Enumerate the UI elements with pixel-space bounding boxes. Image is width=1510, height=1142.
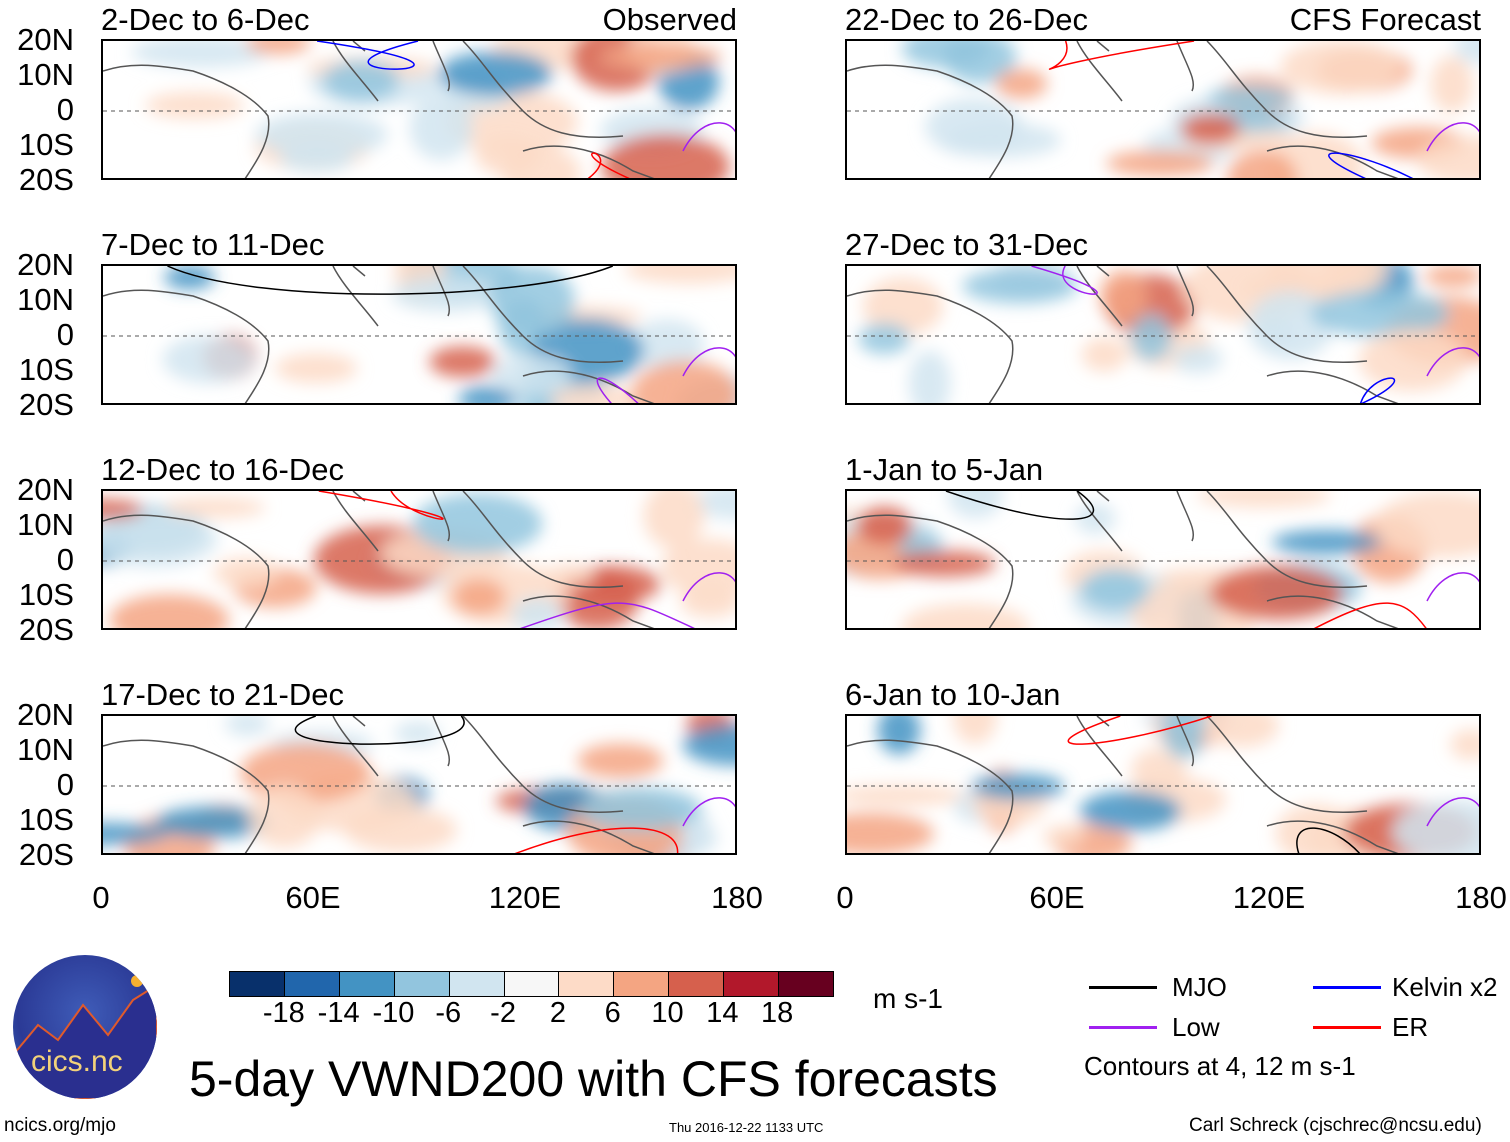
anomaly-field (847, 716, 1479, 853)
colorbar-label: -10 (372, 997, 415, 1029)
anomaly-field (103, 491, 735, 628)
legend-line-er (1313, 1026, 1381, 1029)
map-panel (101, 39, 737, 180)
colorbar-swatch (504, 972, 560, 996)
lat-label: 20S (18, 837, 74, 872)
lat-label: 10N (17, 282, 74, 317)
cics-logo (13, 955, 157, 1099)
anomaly-field (847, 41, 1479, 178)
panel-title: 17-Dec to 21-Dec (101, 677, 344, 712)
contour-note: Contours at 4, 12 m s-1 (1084, 1051, 1356, 1081)
colorbar-swatch (339, 972, 395, 996)
lon-label: 120E (1232, 880, 1306, 915)
colorbar-label: 14 (706, 997, 739, 1029)
lat-label: 20N (17, 697, 74, 732)
figure-title: 5-day VWND200 with CFS forecasts (189, 1051, 998, 1107)
lat-label: 10N (17, 732, 74, 767)
panel-title: 2-Dec to 6-Dec (101, 2, 310, 37)
legend-label: MJO (1172, 972, 1227, 1002)
lat-label: 20N (17, 22, 74, 57)
colorbar-label: -14 (317, 997, 360, 1029)
colorbar-units: m s-1 (873, 983, 943, 1014)
map-panel (845, 489, 1481, 630)
lat-label: 20S (18, 612, 74, 647)
colorbar-label: 2 (549, 997, 566, 1029)
lon-label: 60E (285, 880, 341, 915)
legend-line-kelvin (1313, 986, 1381, 989)
colorbar-label: 6 (604, 997, 621, 1029)
panel-title: 1-Jan to 5-Jan (845, 452, 1044, 487)
colorbar-swatch (559, 972, 615, 996)
lat-label: 10S (18, 802, 74, 837)
legend-label: Low (1172, 1012, 1220, 1042)
lat-label: 0 (56, 767, 74, 802)
legend-line-low (1089, 1026, 1157, 1029)
colorbar-label: -18 (262, 997, 305, 1029)
anomaly-field (847, 491, 1479, 628)
logo-text: cics.nc (31, 1045, 123, 1078)
colorbar-swatch (394, 972, 450, 996)
colorbar-label: -6 (435, 997, 462, 1029)
lat-label: 10S (18, 577, 74, 612)
lat-label: 0 (56, 317, 74, 352)
colorbar-swatch (779, 972, 833, 996)
lat-label: 10S (18, 127, 74, 162)
colorbar-label: 18 (761, 997, 794, 1029)
colorbar-swatch (669, 972, 725, 996)
map-panel (101, 489, 737, 630)
panel-title: 6-Jan to 10-Jan (845, 677, 1061, 712)
footer-timestamp: Thu 2016-12-22 1133 UTC (669, 1120, 824, 1135)
lat-label: 10N (17, 57, 74, 92)
lon-label: 180 (711, 880, 763, 915)
panel-title: 22-Dec to 26-Dec (845, 2, 1088, 37)
lon-label: 0 (836, 880, 854, 915)
anomaly-field (847, 266, 1479, 403)
map-panel (101, 714, 737, 855)
footer-url: ncics.org/mjo (4, 1115, 116, 1136)
colorbar-swatch (449, 972, 505, 996)
panel-title: 12-Dec to 16-Dec (101, 452, 344, 487)
lat-label: 10S (18, 352, 74, 387)
colorbar (229, 971, 834, 997)
anomaly-field (103, 41, 735, 178)
lat-label: 20N (17, 472, 74, 507)
map-panel (845, 714, 1481, 855)
lon-label: 60E (1029, 880, 1085, 915)
legend-label: Kelvin x2 (1392, 972, 1498, 1002)
anomaly-field (103, 266, 735, 403)
anomaly-field (103, 716, 735, 853)
legend-line-mjo (1089, 986, 1157, 989)
colorbar-label: 10 (651, 997, 684, 1029)
panel-source-tag: Observed (602, 2, 737, 37)
colorbar-swatch (230, 972, 285, 996)
legend-label: ER (1392, 1012, 1429, 1042)
map-panel (101, 264, 737, 405)
colorbar-swatch (724, 972, 780, 996)
lon-label: 180 (1455, 880, 1507, 915)
lat-label: 0 (56, 542, 74, 577)
panel-title: 27-Dec to 31-Dec (845, 227, 1088, 262)
lat-label: 20S (18, 162, 74, 197)
lat-label: 0 (56, 92, 74, 127)
map-panel (845, 264, 1481, 405)
panel-title: 7-Dec to 11-Dec (101, 227, 325, 262)
lat-label: 20S (18, 387, 74, 422)
lat-label: 10N (17, 507, 74, 542)
colorbar-label: -2 (490, 997, 516, 1029)
colorbar-swatch (614, 972, 670, 996)
lon-label: 0 (92, 880, 110, 915)
map-panel (845, 39, 1481, 180)
lat-label: 20N (17, 247, 74, 282)
lon-label: 120E (488, 880, 562, 915)
footer-author: Carl Schreck (cjschrec@ncsu.edu) (1189, 1115, 1482, 1136)
panel-source-tag: CFS Forecast (1289, 2, 1481, 37)
colorbar-swatch (284, 972, 340, 996)
